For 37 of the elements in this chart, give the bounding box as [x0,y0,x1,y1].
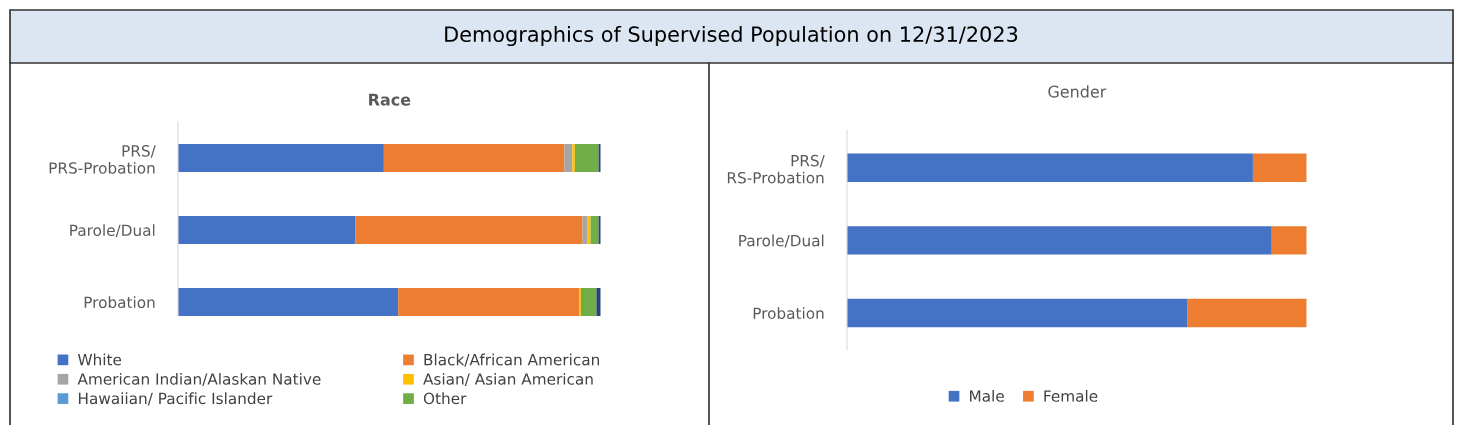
bar [596,287,601,316]
bar [582,215,588,245]
legend-label: Asian/ Asian American [423,372,593,387]
chart-title: Gender [1048,85,1107,98]
legend-label: Male [970,389,1004,402]
bar [178,215,356,245]
legend-label: American Indian/Alaskan Native [77,372,321,387]
bar [383,143,565,173]
y-tick-label: Probation [84,296,155,309]
y-tick-label: PRS/ PRS-Probation [49,145,156,174]
bar [590,215,599,245]
bar [1252,153,1307,182]
bar [572,143,575,173]
bar [574,143,599,173]
bar [587,215,591,245]
bar [580,287,597,316]
bar [1187,298,1307,328]
bar [178,143,384,173]
bar [847,298,1188,328]
y-tick-label: Probation [753,307,824,319]
bar [398,287,580,316]
legend-label: Black/African American [424,353,599,367]
legend-label: Hawaiian/ Pacific Islander [78,392,273,406]
legend-label: White [77,353,122,366]
text: Demographics of Supervised Population on 12/31/2023 [445,25,1018,47]
legend-label: Female [1044,389,1098,402]
bar [355,215,583,245]
y-tick-label: PRS/ RS-Probation [727,154,825,184]
y-tick-label: Parole/Dual [70,224,155,238]
chart-title: Race [369,93,411,106]
bar [847,153,1253,182]
legend-label: Other [423,392,467,405]
bar [564,143,573,173]
bar [1271,226,1307,255]
y-tick-label: Parole/Dual [739,234,824,248]
bar [178,287,399,316]
bar [847,226,1272,255]
